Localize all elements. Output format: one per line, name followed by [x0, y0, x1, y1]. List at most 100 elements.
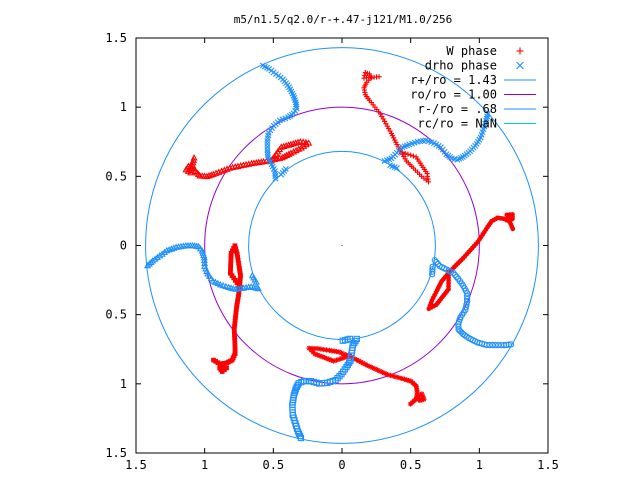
data-point: [236, 289, 242, 295]
series-w-phase: [182, 69, 516, 407]
y-tick-label: 1: [120, 377, 127, 391]
data-point: [235, 294, 241, 300]
data-point: [237, 275, 243, 281]
data-point: [272, 173, 279, 180]
data-point: [237, 268, 243, 274]
data-point: [237, 284, 242, 289]
data-point: [233, 307, 239, 312]
data-point: [232, 318, 238, 324]
data-point: [233, 277, 238, 283]
data-point: [278, 171, 285, 178]
data-point: [402, 150, 408, 156]
data-point: [297, 434, 305, 442]
data-point: [407, 401, 414, 407]
data-point: [302, 140, 310, 148]
data-point: [232, 243, 238, 249]
legend-label: drho phase: [425, 59, 497, 73]
data-point: [228, 270, 233, 276]
circle-rro: [145, 47, 539, 444]
data-point: [272, 175, 279, 182]
data-point: [264, 154, 271, 161]
data-point: [229, 273, 235, 278]
circle-roro: [204, 106, 480, 385]
data-point: [236, 263, 242, 269]
data-point: [492, 341, 499, 349]
data-point: [233, 312, 239, 318]
data-point: [429, 266, 436, 273]
data-point: [505, 341, 512, 348]
legend-label: r-/ro = .68: [418, 102, 497, 116]
data-point: [238, 273, 243, 278]
data-point: [341, 351, 347, 357]
data-point: [295, 145, 303, 152]
x-tick-label: 1: [201, 458, 208, 472]
data-point: [300, 142, 308, 149]
axis-ticks: 1.5 1 0.5 0 0.5 1 1.51.510.500.511.5: [105, 31, 559, 472]
data-point: [218, 167, 226, 174]
data-point: [232, 338, 238, 344]
data-point: [194, 170, 202, 177]
data-point: [144, 261, 152, 269]
data-point: [259, 62, 266, 69]
data-point: [234, 280, 240, 286]
data-point: [158, 250, 166, 257]
data-point: [232, 323, 237, 329]
data-point: [163, 246, 171, 254]
data-point: [226, 164, 234, 171]
data-point: [200, 256, 208, 264]
data-point: [376, 74, 382, 80]
data-point: [390, 373, 396, 379]
data-point: [231, 326, 237, 332]
data-point: [462, 304, 470, 311]
data-point: [338, 371, 345, 378]
data-point: [235, 254, 240, 260]
data-point: [507, 341, 515, 348]
data-point: [153, 253, 161, 261]
data-point: [236, 292, 241, 298]
data-point: [220, 166, 228, 173]
legend-label: rc/ro = NaN: [418, 117, 497, 131]
data-point: [252, 278, 260, 285]
data-point: [429, 263, 436, 270]
data-point: [486, 341, 493, 349]
data-point: [216, 280, 224, 288]
data-point: [516, 47, 524, 55]
data-point: [233, 246, 238, 251]
data-point: [233, 315, 238, 321]
data-point: [346, 335, 354, 343]
data-point: [489, 341, 496, 349]
data-point: [297, 144, 305, 151]
data-point: [387, 162, 394, 169]
data-point: [228, 255, 234, 261]
data-point: [237, 265, 242, 271]
data-point: [151, 255, 159, 262]
data-point: [234, 302, 240, 307]
data-point: [232, 332, 237, 338]
legend-label: ro/ro = 1.00: [410, 88, 497, 102]
reference-circles: [145, 47, 539, 444]
data-point: [516, 61, 524, 70]
x-tick-label: 0: [338, 458, 345, 472]
data-point: [228, 268, 233, 274]
y-tick-label: 1: [120, 100, 127, 114]
legend-label: r+/ro = 1.43: [410, 73, 497, 87]
data-point: [232, 329, 237, 335]
data-point: [234, 251, 240, 257]
data-point: [305, 139, 313, 146]
data-point: [193, 169, 201, 176]
data-point: [228, 250, 234, 256]
data-point: [201, 262, 209, 270]
y-tick-label: 0.5: [105, 169, 127, 183]
data-point: [362, 69, 368, 76]
y-tick-label: 1.5: [105, 446, 127, 460]
x-tick-label: 0.5: [400, 458, 422, 472]
data-point: [410, 153, 417, 159]
data-point: [237, 278, 243, 284]
data-point: [495, 341, 502, 349]
data-point: [232, 341, 238, 347]
y-tick-label: 1.5: [105, 31, 127, 45]
data-point: [196, 171, 204, 179]
data-point: [237, 270, 243, 276]
x-tick-label: 1: [476, 458, 483, 472]
